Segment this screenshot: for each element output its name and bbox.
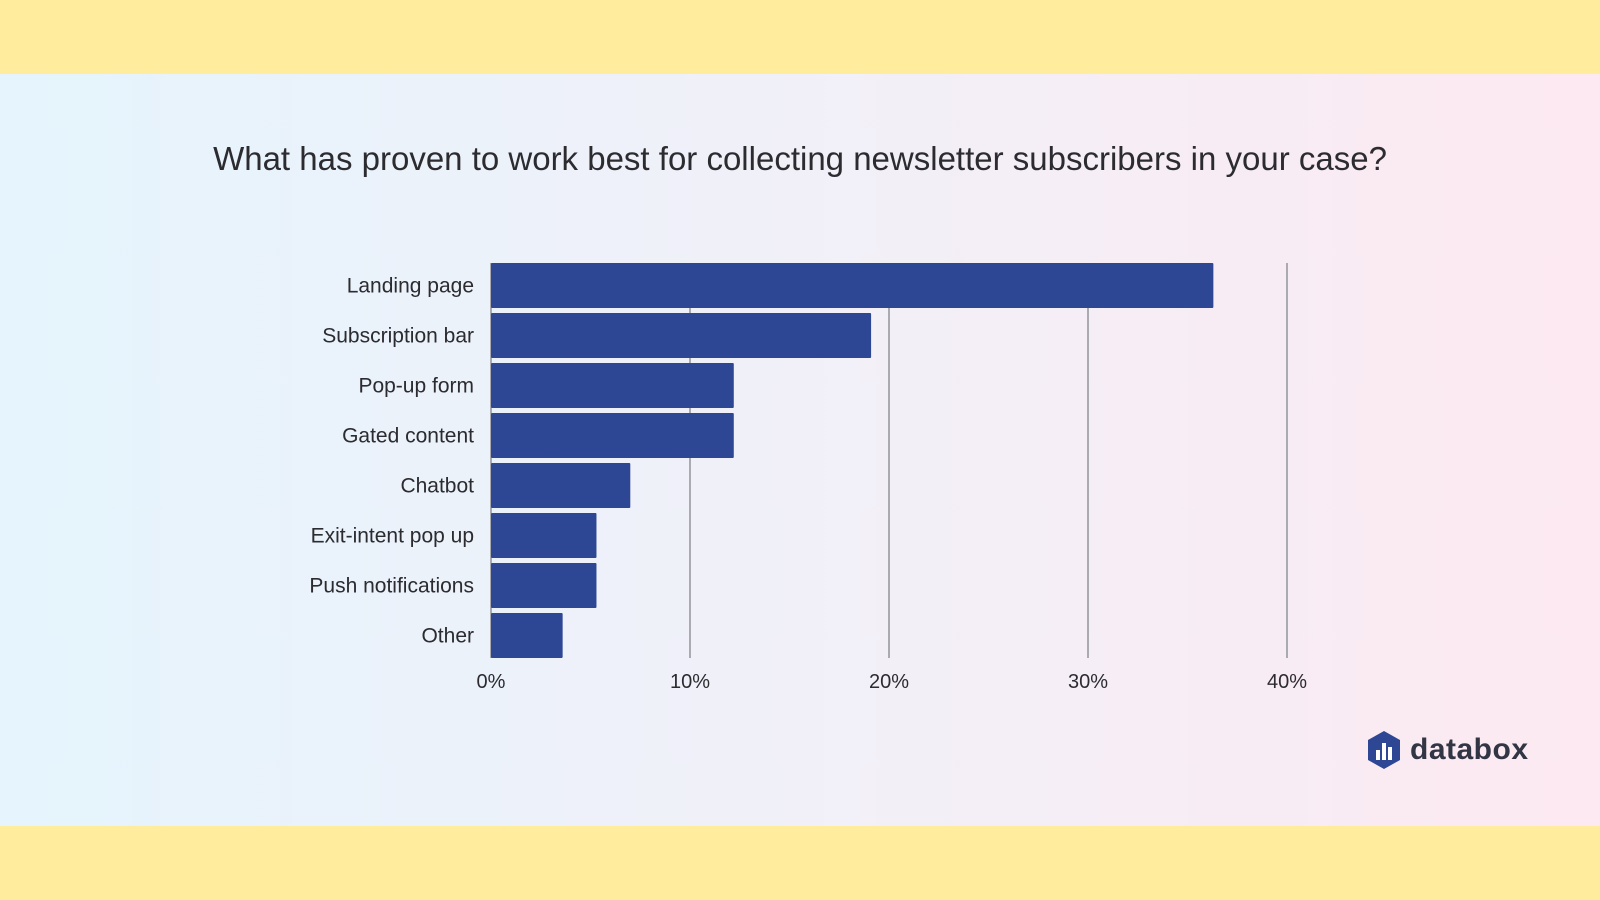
bars xyxy=(491,263,1214,658)
x-tick-label: 20% xyxy=(869,671,909,693)
category-label: Subscription bar xyxy=(322,325,474,348)
chart-card xyxy=(0,74,1600,826)
x-tick-label: 40% xyxy=(1267,671,1307,693)
category-labels: Landing page Subscription bar Pop-up form G… xyxy=(309,275,474,648)
x-tick-labels: 0% 10% 20% 30% 40% xyxy=(477,671,1308,693)
category-label: Other xyxy=(421,625,474,648)
chart-title: What has proven to work best for collect… xyxy=(213,140,1387,177)
category-label: Pop-up form xyxy=(358,375,474,398)
category-label: Push notifications xyxy=(309,575,474,598)
bar xyxy=(491,563,597,608)
category-label: Exit-intent pop up xyxy=(311,525,474,548)
category-label: Gated content xyxy=(342,425,474,448)
bar xyxy=(491,313,872,358)
x-tick-label: 0% xyxy=(477,671,506,693)
bar xyxy=(491,363,734,408)
x-tick-label: 10% xyxy=(670,671,710,693)
category-label: Landing page xyxy=(347,275,474,298)
bar xyxy=(491,263,1214,308)
brand-name: databox xyxy=(1410,733,1529,766)
category-label: Chatbot xyxy=(400,475,474,498)
brand-logo-block: databox xyxy=(1366,728,1529,772)
bar xyxy=(491,413,734,458)
bar xyxy=(491,513,597,558)
bar xyxy=(491,613,563,658)
bar xyxy=(491,463,631,508)
x-tick-label: 30% xyxy=(1068,671,1108,693)
databox-hexagon-icon xyxy=(1368,731,1400,769)
